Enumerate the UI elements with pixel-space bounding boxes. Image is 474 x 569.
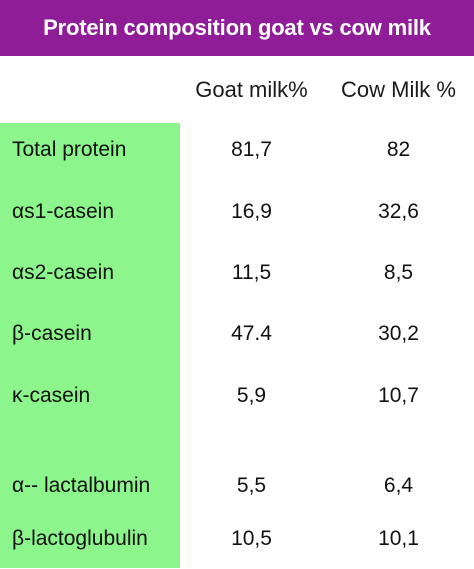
row-label: Total protein [12,138,127,161]
label-column-background [0,123,180,568]
table-title: Protein composition goat vs cow milk [0,0,474,56]
goat-value: 16,9 [231,200,272,223]
table-row: β-lactoglubulin 10,5 10,1 [0,509,474,569]
goat-value: 5,9 [236,384,267,407]
row-label: β-lactoglubulin [12,527,148,550]
cow-value: 82 [386,138,411,161]
table-row: α-- lactalbumin 5,5 6,4 [0,456,474,516]
cow-value: 6,4 [383,474,414,497]
table-header-row: Goat milk% Cow Milk % [0,56,474,123]
table-row: αs2-casein 11,5 8,5 [0,243,474,303]
cow-value: 8,5 [383,261,414,284]
row-label: κ-casein [12,384,91,407]
cow-milk-column-header: Cow Milk % [341,76,456,102]
cow-value: 10,7 [378,384,419,407]
goat-milk-column-header: Goat milk% [195,76,308,102]
table-row: κ-casein 5,9 10,7 [0,366,474,426]
row-label: β-casein [12,322,92,345]
goat-value: 47.4 [231,322,272,345]
goat-value: 10,5 [231,527,272,550]
goat-value: 81,7 [231,138,272,161]
row-label: αs1-casein [12,200,115,223]
row-label: αs2-casein [12,261,115,284]
goat-value: 5,5 [236,474,267,497]
cow-value: 32,6 [378,200,419,223]
table-row: β-casein 47.4 30,2 [0,304,474,364]
row-label: α-- lactalbumin [12,474,151,497]
cow-value: 10,1 [378,527,419,550]
cow-value: 30,2 [378,322,419,345]
goat-value: 11,5 [231,261,272,284]
table-row: Total protein 81,7 82 [0,120,474,180]
table-row: αs1-casein 16,9 32,6 [0,182,474,242]
